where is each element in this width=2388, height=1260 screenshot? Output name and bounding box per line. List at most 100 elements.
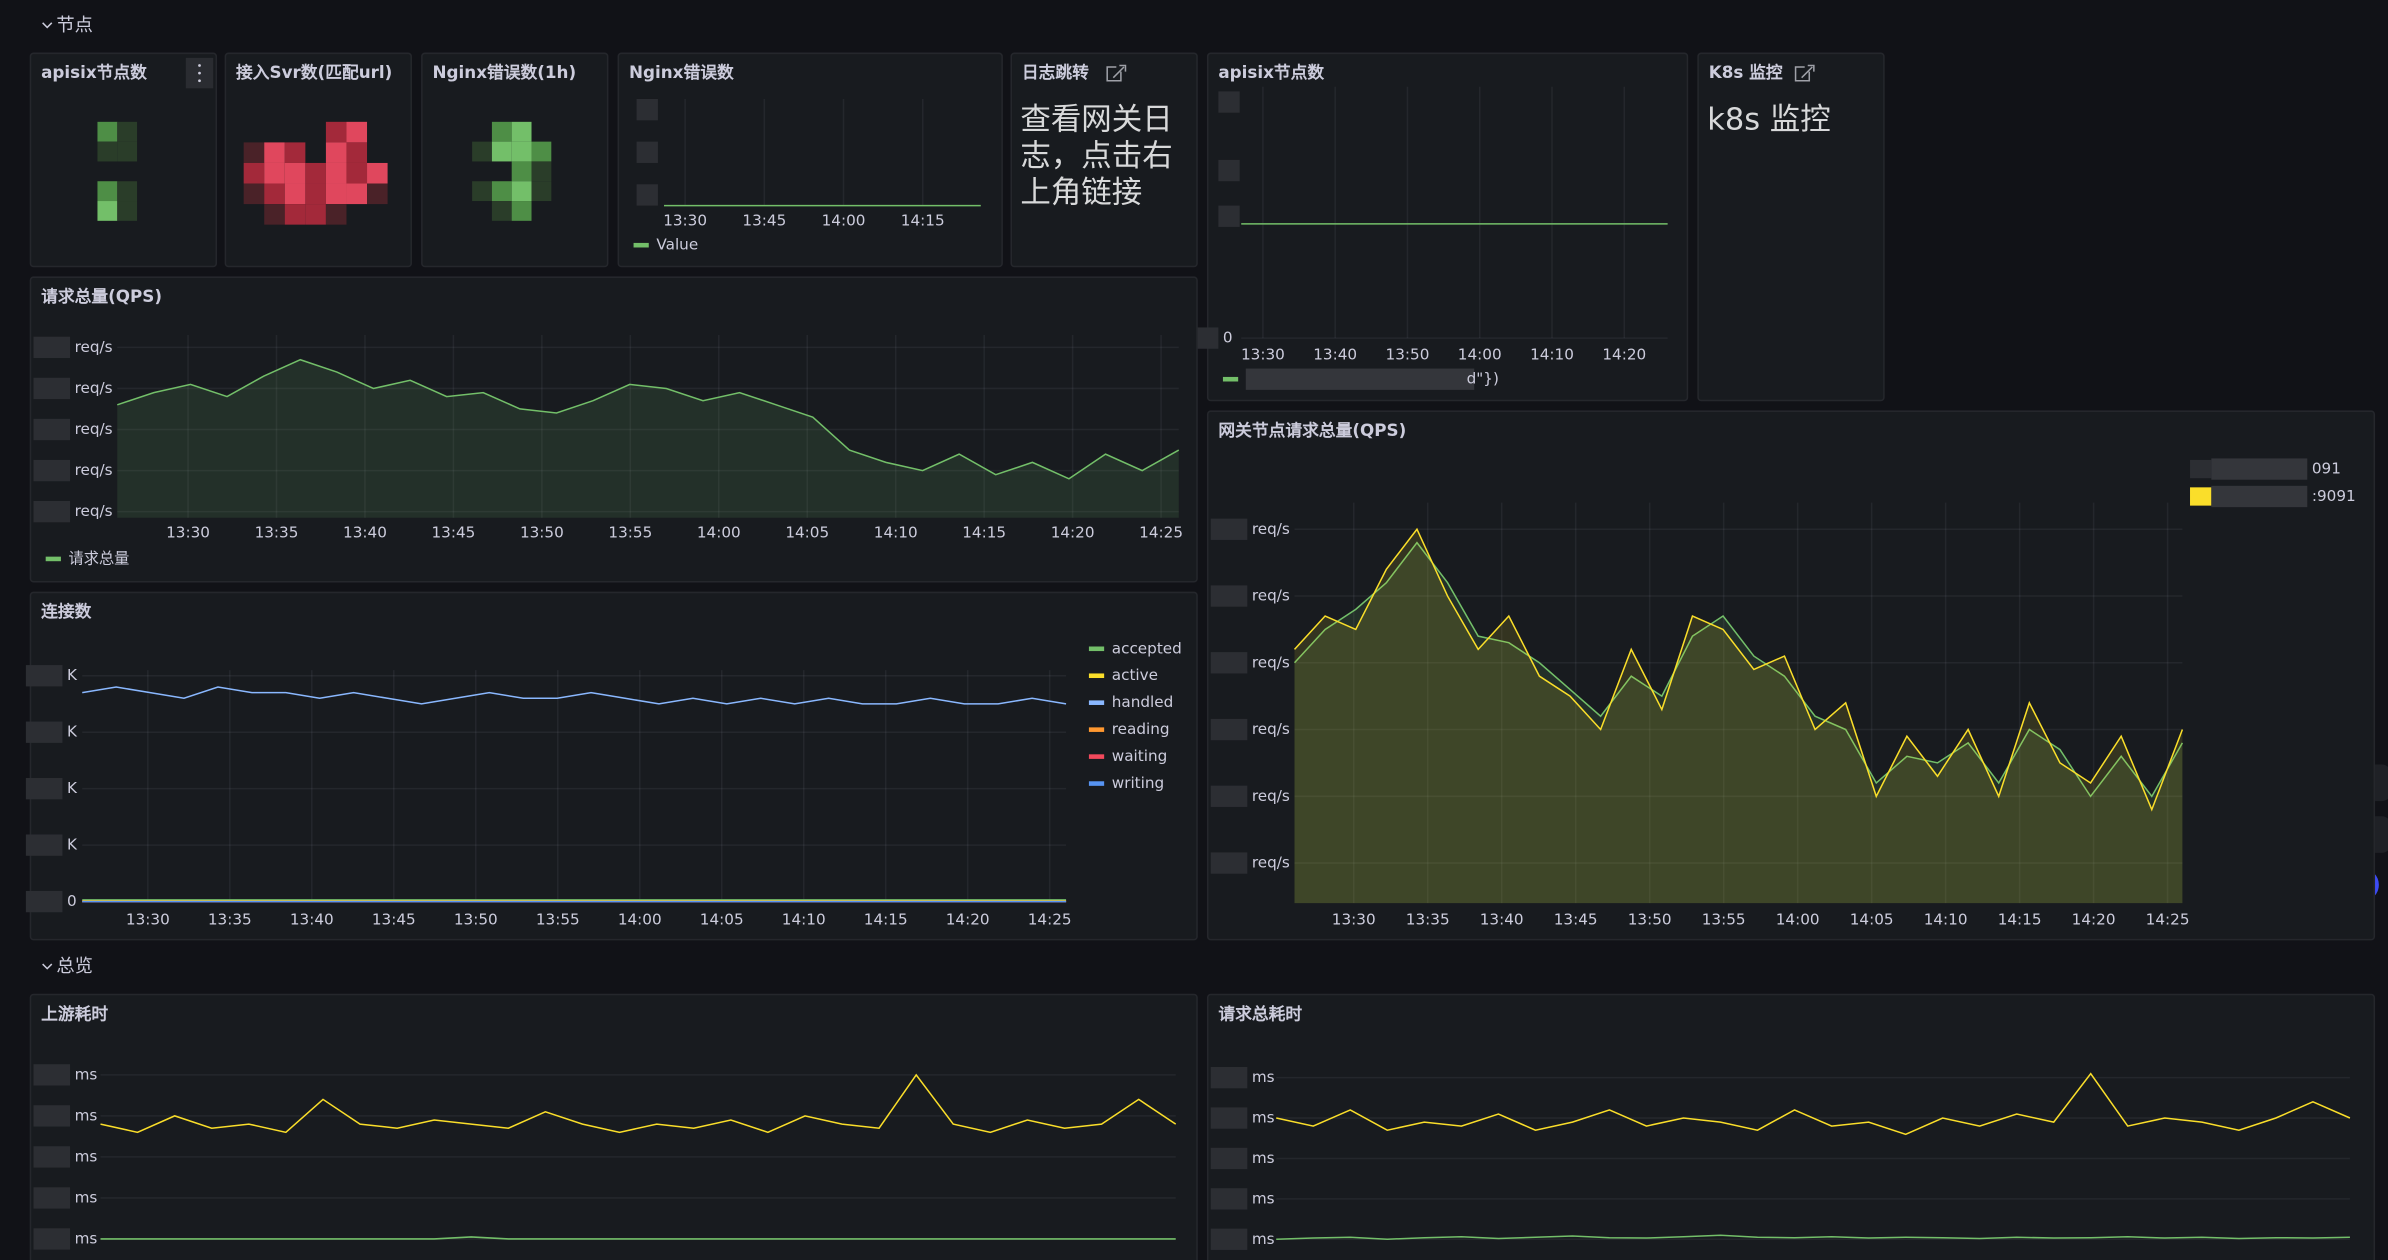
line xyxy=(117,358,1180,480)
panel-title: 请求总量(QPS) xyxy=(41,286,162,306)
redacted-cell xyxy=(264,142,285,163)
y-tick-label: K xyxy=(67,779,78,797)
redacted xyxy=(2211,458,2308,480)
y-tick-label: ms xyxy=(1252,1109,1275,1127)
y-tick-label: 0 xyxy=(67,892,77,910)
redacted-cell xyxy=(511,181,532,202)
redacted xyxy=(636,184,658,206)
x-tick-label: 14:25 xyxy=(2146,910,2190,928)
legend-swatch xyxy=(2190,487,2212,506)
redacted xyxy=(25,890,63,913)
redacted-cell xyxy=(491,201,512,221)
y-tick-label: req/s xyxy=(1252,854,1290,872)
redacted xyxy=(1210,1067,1248,1089)
x-tick-label: 14:15 xyxy=(901,211,945,229)
panel xyxy=(1206,410,2376,941)
x-tick-label: 13:40 xyxy=(1480,910,1524,928)
area xyxy=(1294,529,2183,904)
panel xyxy=(1697,52,1885,402)
redacted-cell xyxy=(325,183,347,205)
redacted-cell xyxy=(243,142,265,163)
area xyxy=(117,359,1179,518)
redacted-cell xyxy=(97,181,118,202)
x-tick-label: 13:30 xyxy=(126,910,170,928)
redacted-cell xyxy=(284,142,306,163)
panel-title: apisix节点数 xyxy=(41,62,147,82)
x-tick-label: 13:50 xyxy=(454,910,498,928)
x-tick-label: 13:50 xyxy=(1386,345,1430,363)
legend-label: Value xyxy=(656,236,698,254)
redacted-cell xyxy=(284,162,306,184)
y-tick-label: 0 xyxy=(1223,329,1233,347)
y-tick-label: ms xyxy=(75,1065,98,1083)
panel-text: 查看网关日志，点击右上角链接 xyxy=(1020,100,1173,211)
redacted xyxy=(1218,205,1240,227)
redacted-cell xyxy=(305,162,326,184)
x-tick-label: 13:30 xyxy=(663,211,707,229)
redacted xyxy=(1218,159,1240,182)
redacted xyxy=(33,459,71,482)
redacted-cell xyxy=(97,141,118,162)
y-tick-label: K xyxy=(67,723,78,741)
redacted xyxy=(33,1064,71,1086)
dashboard-canvas: 节点 总览 apisix节点数 接入Svr数(匹配url) Nginx错误数(1h)… xyxy=(25,15,2388,1260)
x-tick-label: 13:30 xyxy=(1241,345,1285,363)
x-tick-label: 14:25 xyxy=(1028,910,1072,928)
redacted xyxy=(1210,1107,1248,1129)
redacted-cell xyxy=(511,161,532,182)
redacted-cell xyxy=(117,121,138,142)
x-tick-label: 13:50 xyxy=(520,524,564,542)
redacted-cell xyxy=(472,141,492,162)
panel-text: k8s 监控 xyxy=(1707,100,1831,138)
redacted xyxy=(1210,518,1248,540)
redacted-cell xyxy=(511,201,532,221)
x-tick-label: 13:50 xyxy=(1628,910,1672,928)
panel-title: Nginx错误数(1h) xyxy=(433,62,577,82)
external-link[interactable] xyxy=(1794,64,1815,82)
redacted-cell xyxy=(325,121,347,143)
y-tick-label: req/s xyxy=(1252,653,1290,671)
x-tick-label: 13:40 xyxy=(1313,345,1357,363)
line xyxy=(100,1236,1176,1240)
x-tick-label: 14:25 xyxy=(1139,524,1183,542)
redacted xyxy=(25,778,63,800)
redacted xyxy=(25,665,63,687)
line xyxy=(1293,541,2184,798)
x-tick-label: 13:40 xyxy=(290,910,334,928)
external-link[interactable] xyxy=(1106,64,1127,82)
redacted-cell xyxy=(284,183,306,205)
panel xyxy=(1206,52,1689,402)
y-tick-label: req/s xyxy=(1252,720,1290,738)
redacted-cell xyxy=(367,183,388,205)
x-tick-label: 14:05 xyxy=(785,524,829,542)
panel xyxy=(29,276,1198,583)
panel-title: 连接数 xyxy=(41,601,92,621)
redacted xyxy=(1210,652,1248,674)
y-tick-label: ms xyxy=(1252,1149,1275,1167)
x-tick-label: 14:15 xyxy=(1998,910,2042,928)
redacted-cell xyxy=(346,121,368,143)
redacted-cell xyxy=(491,141,512,162)
x-tick-label: 14:00 xyxy=(1776,910,1820,928)
panel-title: Nginx错误数 xyxy=(629,62,734,82)
redacted-cell xyxy=(325,204,347,225)
y-tick-label: req/s xyxy=(1252,587,1290,605)
section-title[interactable]: 节点 xyxy=(56,15,93,36)
y-tick-label: K xyxy=(67,836,78,854)
redacted-cell xyxy=(243,183,265,205)
redacted xyxy=(33,1228,71,1250)
x-tick-label: 14:10 xyxy=(874,524,918,542)
y-tick-label: req/s xyxy=(75,338,113,356)
menu-dot xyxy=(198,71,201,75)
panel-title: 日志跳转 xyxy=(1022,62,1089,82)
section-title[interactable]: 总览 xyxy=(56,956,93,977)
x-tick-label: 13:30 xyxy=(1332,910,1376,928)
line xyxy=(82,686,1067,705)
x-tick-label: 13:35 xyxy=(208,910,252,928)
redacted-cell xyxy=(284,204,306,225)
redacted-cell xyxy=(511,141,532,162)
redacted-cell xyxy=(346,183,368,205)
collapse-chevron[interactable] xyxy=(42,22,53,29)
redacted-cell xyxy=(531,181,552,202)
collapse-chevron[interactable] xyxy=(42,963,53,970)
